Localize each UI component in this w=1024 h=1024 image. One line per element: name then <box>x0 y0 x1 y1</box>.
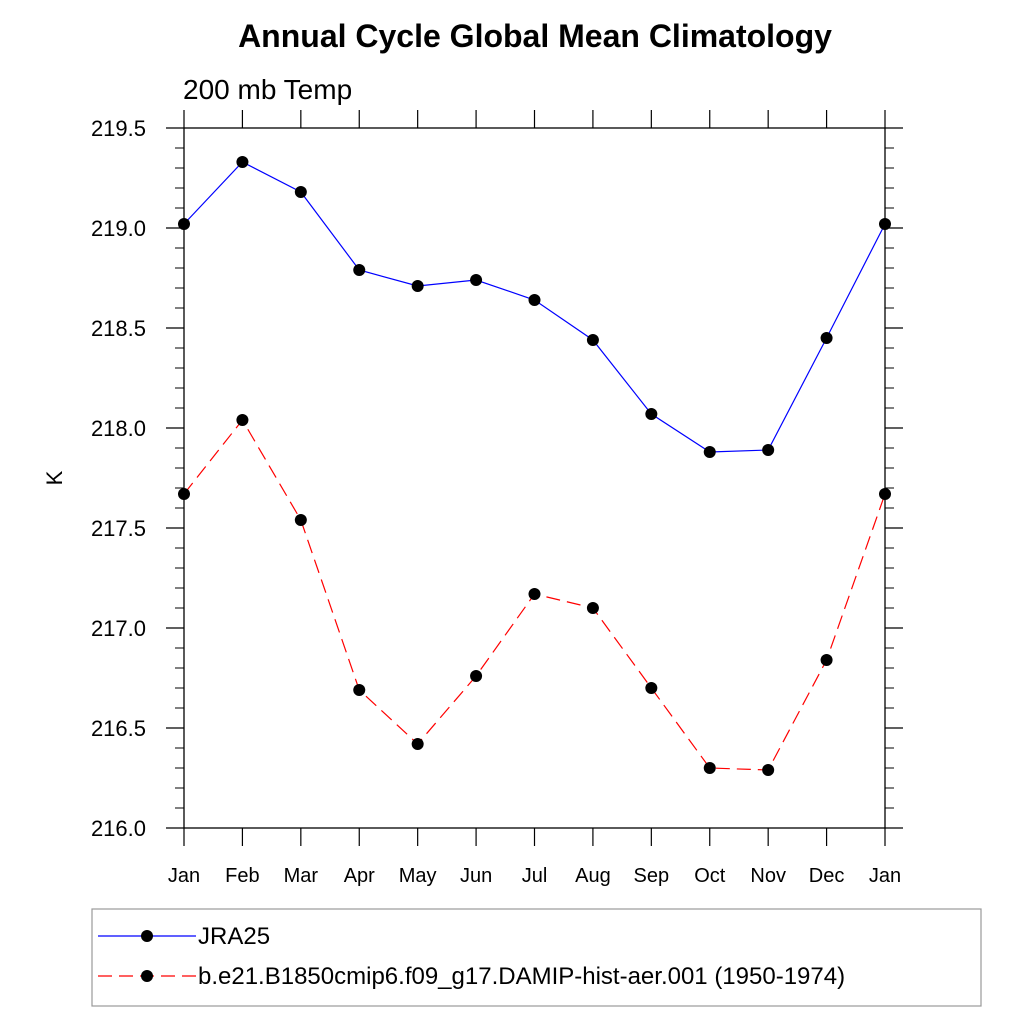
data-point-series-1 <box>703 446 716 458</box>
legend: JRA25 b.e21.B1850cmip6.f09_g17.DAMIP-his… <box>91 908 982 1007</box>
data-point-series-1 <box>879 218 891 230</box>
data-point-series-2 <box>645 682 658 694</box>
data-point-series-2 <box>586 602 599 614</box>
x-tick-label: Jan <box>869 865 901 887</box>
legend-label-series-2: b.e21.B1850cmip6.f09_g17.DAMIP-hist-aer.… <box>198 963 845 990</box>
data-point-series-1 <box>470 274 483 286</box>
x-tick-label: Dec <box>809 865 845 887</box>
x-tick-label: Jul <box>522 865 548 887</box>
data-point-series-2 <box>703 762 716 774</box>
data-point-series-1 <box>820 332 833 344</box>
chart-title: Annual Cycle Global Mean Climatology <box>238 18 832 54</box>
y-tick-label: 219.5 <box>91 116 146 141</box>
data-point-series-1 <box>236 156 249 168</box>
legend-marker-series-2 <box>141 970 153 982</box>
x-tick-label: Mar <box>284 865 319 887</box>
y-tick-label: 217.5 <box>91 516 146 541</box>
data-point-series-2 <box>762 764 775 776</box>
x-tick-label: Jun <box>460 865 492 887</box>
y-tick-label: 216.0 <box>91 816 146 841</box>
data-point-series-2 <box>411 738 424 750</box>
y-tick-label: 217.0 <box>91 616 146 641</box>
axis-ticks <box>166 110 903 846</box>
y-tick-labels: 216.0 216.5 217.0 217.5 218.0 218.5 219.0 219.5 <box>91 116 146 841</box>
data-point-series-2 <box>178 488 190 500</box>
x-tick-label: Jan <box>168 865 200 887</box>
data-point-series-2 <box>294 514 307 526</box>
data-point-series-1 <box>528 294 541 306</box>
data-point-series-1 <box>586 334 599 346</box>
x-tick-label: Nov <box>750 865 786 887</box>
data-point-series-2 <box>353 684 366 696</box>
legend-box <box>91 908 982 1007</box>
data-point-series-2 <box>879 488 891 500</box>
plot-frame <box>183 127 886 829</box>
legend-marker-series-1 <box>141 930 153 942</box>
x-tick-label: Sep <box>634 865 670 887</box>
data-point-series-1 <box>411 280 424 292</box>
x-tick-label: May <box>399 865 437 887</box>
chart-subtitle: 200 mb Temp <box>183 74 352 105</box>
data-point-series-1 <box>353 264 366 276</box>
data-point-series-1 <box>294 186 307 198</box>
series-markers <box>178 156 891 776</box>
series-line-1 <box>183 161 886 453</box>
y-tick-label: 219.0 <box>91 216 146 241</box>
y-axis-label: K <box>42 470 67 485</box>
y-tick-label: 218.0 <box>91 416 146 441</box>
data-point-series-2 <box>470 670 483 682</box>
data-point-series-1 <box>645 408 658 420</box>
y-tick-label: 216.5 <box>91 716 146 741</box>
data-point-series-2 <box>236 414 249 426</box>
y-tick-label: 218.5 <box>91 316 146 341</box>
data-point-series-1 <box>178 218 190 230</box>
x-tick-label: Feb <box>225 865 259 887</box>
data-point-series-2 <box>820 654 833 666</box>
x-tick-label: Aug <box>575 865 611 887</box>
data-point-series-2 <box>528 588 541 600</box>
legend-label-series-1: JRA25 <box>198 923 270 950</box>
x-tick-labels: Jan Feb Mar Apr May Jun Jul Aug Sep Oct Nov Dec Jan <box>168 865 901 887</box>
x-tick-label: Apr <box>344 865 375 887</box>
x-tick-label: Oct <box>694 865 726 887</box>
series-lines <box>183 161 886 771</box>
data-point-series-1 <box>762 444 775 456</box>
